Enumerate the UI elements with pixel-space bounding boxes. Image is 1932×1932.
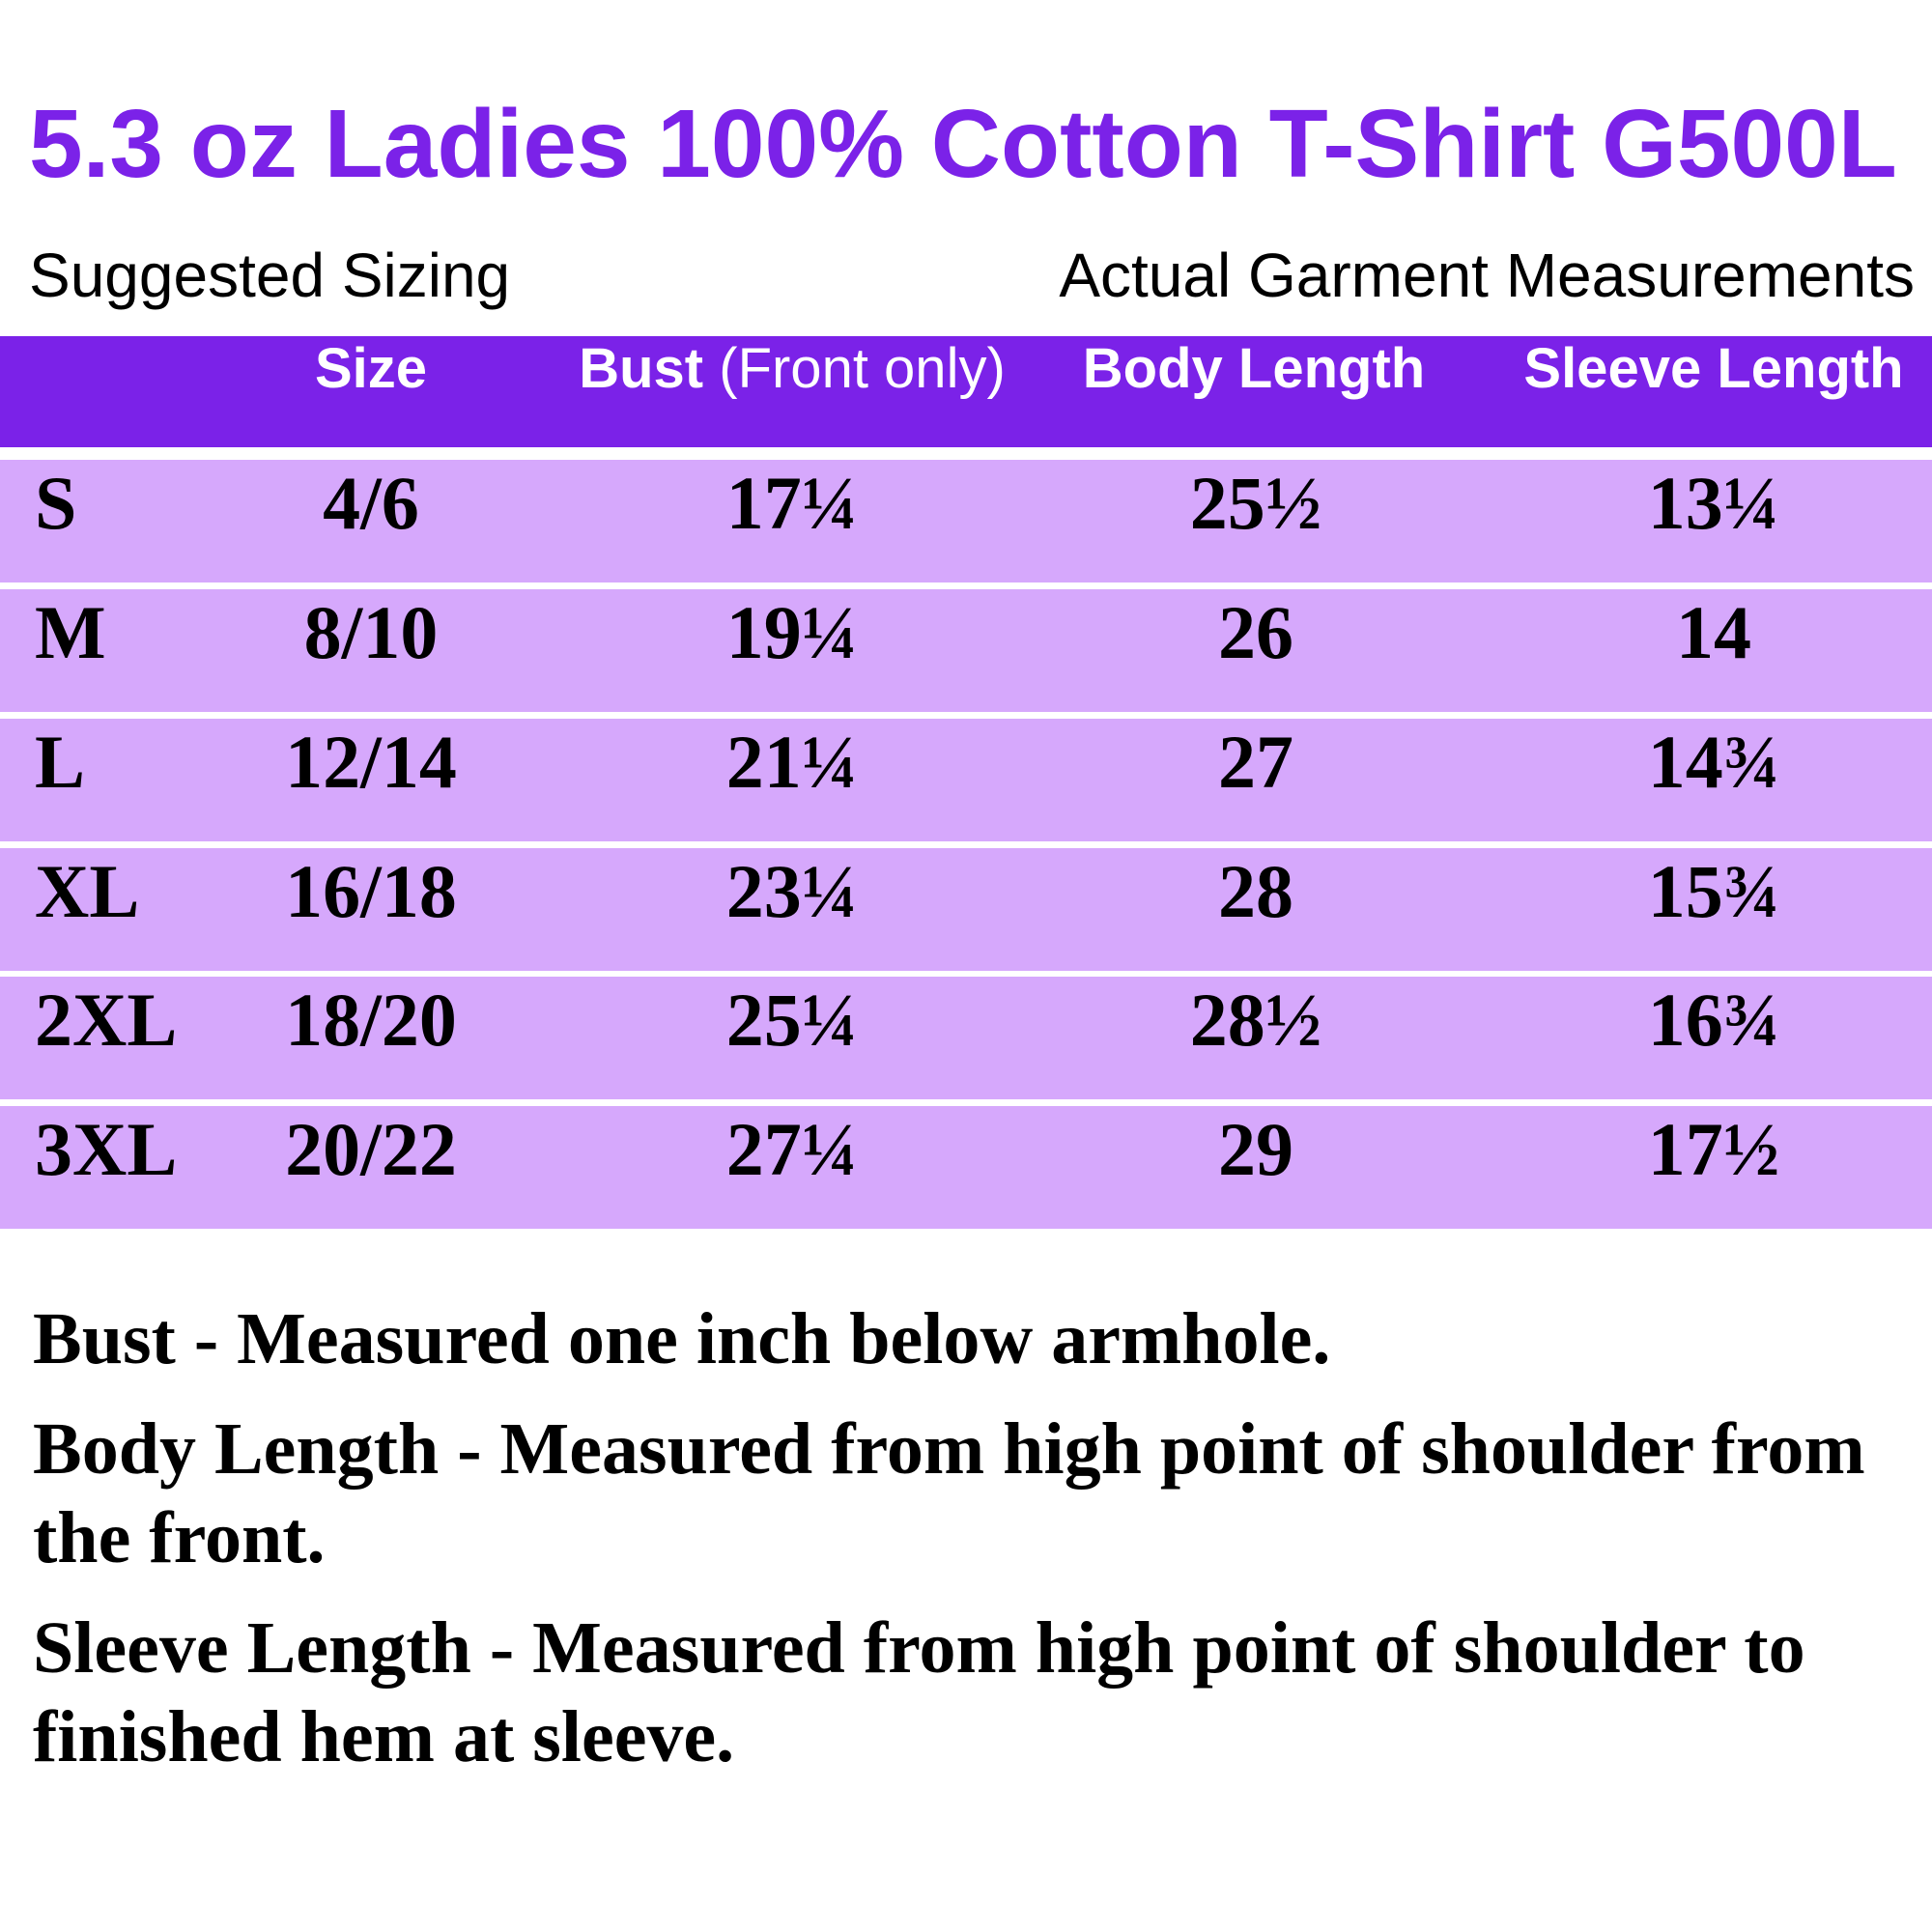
cell-bust: 17¼ bbox=[725, 461, 859, 545]
table-header: Size Bust (Front only) Body Length Sleev… bbox=[0, 336, 1932, 447]
cell-body: 25½ bbox=[1189, 461, 1322, 545]
table-row: S 4/6 17¼ 25½ 13¼ bbox=[0, 460, 1932, 582]
cell-label: L bbox=[35, 720, 86, 804]
cell-body: 28½ bbox=[1189, 978, 1322, 1062]
note-bust: Bust - Measured one inch below armhole. bbox=[33, 1298, 1331, 1379]
cell-label: 2XL bbox=[35, 978, 178, 1062]
cell-bust: 23¼ bbox=[725, 849, 859, 933]
header-bust-label: Bust bbox=[579, 337, 704, 400]
cell-body: 29 bbox=[1218, 1107, 1293, 1191]
cell-size: 20/22 bbox=[285, 1107, 457, 1191]
cell-sleeve: 16¾ bbox=[1647, 978, 1780, 1062]
header-size: Size bbox=[314, 337, 428, 400]
cell-body: 27 bbox=[1218, 720, 1293, 804]
cell-label: M bbox=[35, 590, 106, 674]
cell-bust: 27¼ bbox=[725, 1107, 859, 1191]
cell-label: S bbox=[35, 461, 77, 545]
header-sleeve-length: Sleeve Length bbox=[1523, 337, 1904, 400]
table-row: L 12/14 21¼ 27 14¾ bbox=[0, 719, 1932, 841]
cell-body: 28 bbox=[1218, 849, 1293, 933]
table-row: M 8/10 19¼ 26 14 bbox=[0, 589, 1932, 712]
cell-size: 8/10 bbox=[303, 590, 439, 674]
cell-bust: 19¼ bbox=[725, 590, 859, 674]
cell-bust: 25¼ bbox=[725, 978, 859, 1062]
cell-sleeve: 14 bbox=[1676, 590, 1751, 674]
cell-sleeve: 13¼ bbox=[1647, 461, 1780, 545]
actual-measurements-label: Actual Garment Measurements bbox=[1059, 241, 1915, 310]
header-bust-note: (Front only) bbox=[719, 337, 1006, 400]
note-sleeve-length: Sleeve Length - Measured from high point… bbox=[33, 1607, 1805, 1777]
page-title: 5.3 oz Ladies 100% Cotton T-Shirt G500L bbox=[29, 90, 1897, 198]
cell-size: 18/20 bbox=[285, 978, 457, 1062]
header-bust: Bust (Front only) bbox=[579, 336, 1006, 447]
table-row: 2XL 18/20 25¼ 28½ 16¾ bbox=[0, 977, 1932, 1099]
cell-bust: 21¼ bbox=[725, 720, 859, 804]
header-body-length: Body Length bbox=[1082, 337, 1426, 400]
cell-size: 4/6 bbox=[323, 461, 419, 545]
measurement-notes: Bust - Measured one inch below armhole. … bbox=[33, 1294, 1917, 1803]
table-row: 3XL 20/22 27¼ 29 17½ bbox=[0, 1106, 1932, 1229]
cell-size: 12/14 bbox=[285, 720, 457, 804]
cell-sleeve: 15¾ bbox=[1647, 849, 1780, 933]
note-body-length: Body Length - Measured from high point o… bbox=[33, 1408, 1865, 1578]
suggested-sizing-label: Suggested Sizing bbox=[29, 241, 511, 310]
cell-body: 26 bbox=[1218, 590, 1293, 674]
table-row: XL 16/18 23¼ 28 15¾ bbox=[0, 848, 1932, 971]
cell-sleeve: 17½ bbox=[1647, 1107, 1780, 1191]
cell-sleeve: 14¾ bbox=[1647, 720, 1780, 804]
cell-size: 16/18 bbox=[285, 849, 457, 933]
cell-label: 3XL bbox=[35, 1107, 178, 1191]
cell-label: XL bbox=[35, 849, 140, 933]
